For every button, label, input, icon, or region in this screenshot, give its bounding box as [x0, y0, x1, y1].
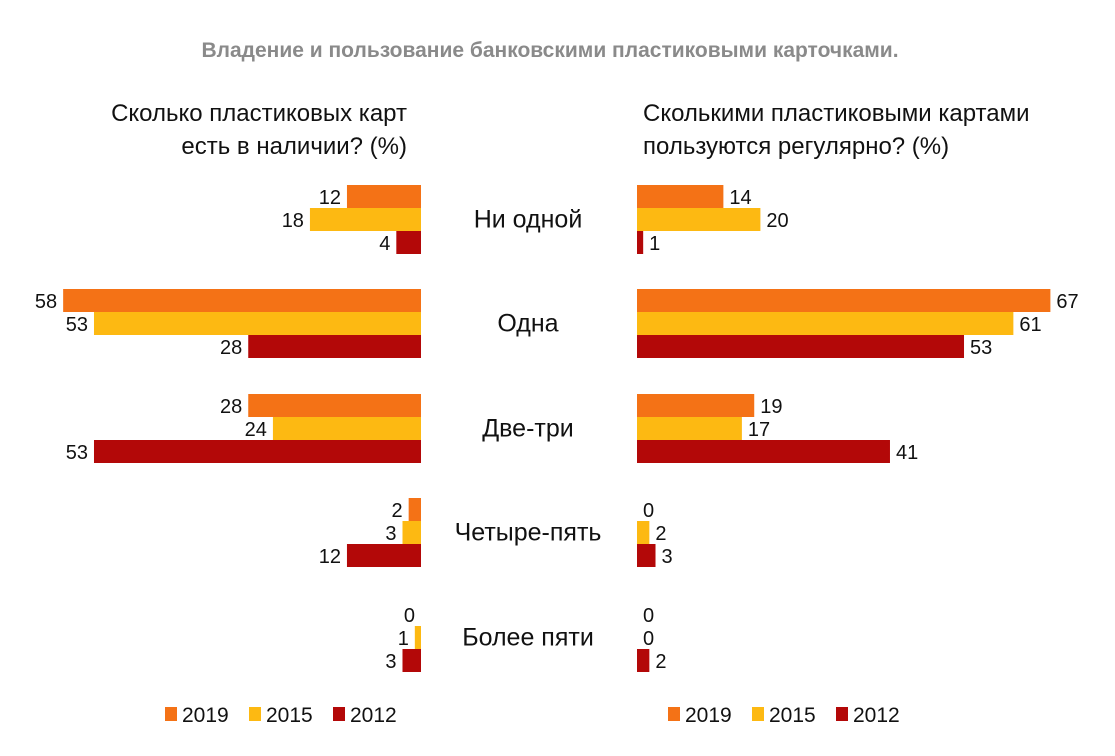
right-data-label: 0 — [643, 605, 654, 627]
category-label: Две-три — [482, 415, 573, 443]
right-data-label: 20 — [766, 210, 788, 232]
right-data-label: 61 — [1019, 314, 1041, 336]
left-data-label: 28 — [220, 337, 242, 359]
left-panel-title-line-1: Сколько пластиковых карт — [111, 100, 407, 127]
left-data-label: 2 — [392, 500, 403, 522]
left-data-label: 53 — [66, 314, 88, 336]
left-data-label: 12 — [319, 187, 341, 209]
right-data-label: 3 — [662, 546, 673, 568]
right-data-label: 67 — [1056, 291, 1078, 313]
legend-label: 2012 — [853, 704, 900, 727]
legend-label: 2012 — [350, 704, 397, 727]
legend-label: 2015 — [769, 704, 816, 727]
left-data-label: 0 — [404, 605, 415, 627]
category-label: Одна — [497, 310, 558, 338]
legend-label: 2019 — [685, 704, 732, 727]
legend-label: 2019 — [182, 704, 229, 727]
right-bar — [637, 521, 650, 544]
left-data-label: 58 — [35, 291, 57, 313]
right-data-label: 2 — [655, 651, 666, 673]
left-data-label: 18 — [282, 210, 304, 232]
left-data-label: 1 — [398, 628, 409, 650]
left-data-label: 4 — [379, 233, 390, 255]
left-bar — [346, 544, 421, 567]
right-data-label: 14 — [729, 187, 751, 209]
left-bar — [346, 185, 421, 208]
left-bar — [248, 335, 421, 358]
category-label: Более пяти — [462, 624, 594, 652]
right-bar — [637, 312, 1014, 335]
right-bar — [637, 289, 1051, 312]
right-bar — [637, 335, 965, 358]
right-data-label: 19 — [760, 396, 782, 418]
left-bar — [414, 626, 421, 649]
left-data-label: 12 — [319, 546, 341, 568]
right-data-label: 0 — [643, 500, 654, 522]
legend-label: 2015 — [266, 704, 313, 727]
left-panel-title-line-2: есть в наличии? (%) — [181, 133, 407, 160]
legend-swatch — [249, 707, 261, 721]
left-bar — [408, 498, 421, 521]
legend-swatch — [333, 707, 345, 721]
left-data-label: 3 — [385, 651, 396, 673]
right-bar — [637, 185, 724, 208]
left-data-label: 24 — [245, 419, 267, 441]
right-data-label: 17 — [748, 419, 770, 441]
left-bar — [93, 312, 422, 335]
left-bar — [396, 231, 421, 254]
right-bar — [637, 394, 755, 417]
legend-swatch — [668, 707, 680, 721]
right-data-label: 53 — [970, 337, 992, 359]
right-data-label: 2 — [655, 523, 666, 545]
chart-title: Владение и пользование банковскими пласт… — [201, 39, 898, 62]
left-bar — [248, 394, 421, 417]
right-panel-title-line-1: Сколькими пластиковыми картами — [643, 100, 1030, 127]
chart-marks: Ни одной1218414201Одна585328676153Две-тр… — [35, 185, 1079, 673]
right-bar — [637, 231, 644, 254]
left-bar — [272, 417, 421, 440]
category-label: Ни одной — [474, 206, 583, 234]
right-bar — [637, 417, 742, 440]
legend-swatch — [836, 707, 848, 721]
left-bar — [63, 289, 421, 312]
left-bar — [93, 440, 422, 463]
right-bar — [637, 649, 650, 672]
left-bar — [402, 649, 421, 672]
right-data-label: 0 — [643, 628, 654, 650]
right-data-label: 1 — [649, 233, 660, 255]
legend-swatch — [165, 707, 177, 721]
chart-legends: 2019 2015 2012 2019 2015 2012 — [165, 704, 900, 727]
right-bar — [637, 440, 890, 463]
right-data-label: 41 — [896, 442, 918, 464]
right-panel-title-line-2: пользуются регулярно? (%) — [643, 133, 949, 160]
category-label: Четыре-пять — [455, 519, 602, 547]
left-data-label: 53 — [66, 442, 88, 464]
right-bar — [637, 208, 761, 231]
left-bar — [309, 208, 421, 231]
left-data-label: 28 — [220, 396, 242, 418]
right-bar — [637, 544, 656, 567]
left-bar — [402, 521, 421, 544]
legend-swatch — [752, 707, 764, 721]
left-data-label: 3 — [385, 523, 396, 545]
